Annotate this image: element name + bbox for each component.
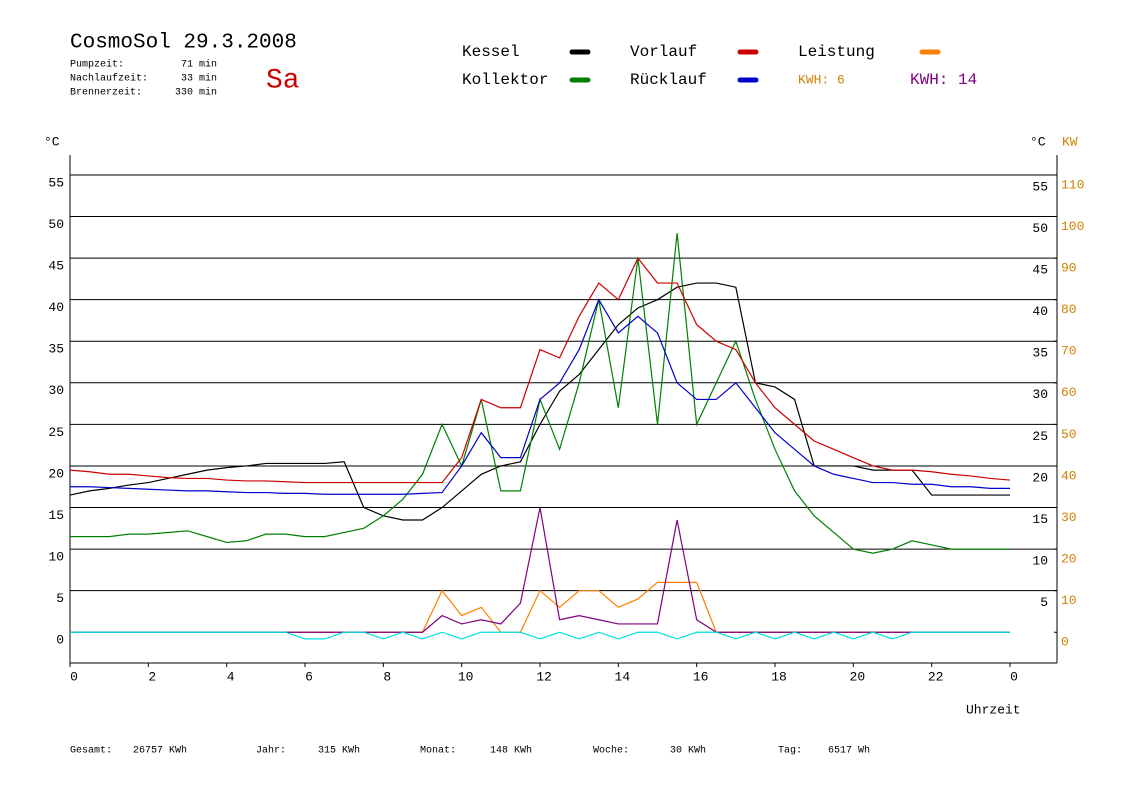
y2-tick-label: 10 <box>1061 593 1077 608</box>
stat-value: 33 min <box>181 73 217 85</box>
y-axis-label: °C <box>44 134 60 149</box>
weekday: Sa <box>266 65 300 96</box>
footer-label: Gesamt: <box>70 746 112 757</box>
footer-label: Monat: <box>420 746 456 757</box>
kwh-label: KWH: 6 <box>798 72 845 87</box>
x-tick-label: 18 <box>771 669 787 684</box>
y-tick-label: 25 <box>48 425 64 440</box>
y-right-tick-label: 15 <box>1032 512 1048 527</box>
y-right-tick-label: 10 <box>1032 554 1048 569</box>
y2-axis-label: KW <box>1062 134 1078 149</box>
x-tick-label: 20 <box>850 669 866 684</box>
series-line <box>69 256 1011 484</box>
stat-label: Pumpzeit: <box>70 59 124 71</box>
stat-value: 330 min <box>175 87 217 99</box>
stat-value: 71 min <box>181 59 217 71</box>
x-tick-label: 4 <box>227 669 235 684</box>
y-tick-label: 55 <box>48 175 64 190</box>
x-tick-label: 8 <box>383 669 391 684</box>
chart-title: CosmoSol 29.3.2008 <box>70 32 297 55</box>
y2-axis-label-celsius: °C <box>1030 134 1046 149</box>
y2-tick-label: 100 <box>1061 219 1084 234</box>
legend-label: Rücklauf <box>630 71 707 89</box>
y-tick-label: 15 <box>48 508 64 523</box>
footer-value: 148 KWh <box>490 745 532 757</box>
y-tick-label: 10 <box>48 550 64 565</box>
y2-tick-label: 70 <box>1061 344 1077 359</box>
y-tick-label: 45 <box>48 259 64 274</box>
legend-label: Vorlauf <box>630 43 697 61</box>
y2-tick-label: 90 <box>1061 261 1077 276</box>
y-right-tick-label: 40 <box>1032 304 1048 319</box>
y-right-tick-label: 30 <box>1032 387 1048 402</box>
x-tick-label: 22 <box>928 669 944 684</box>
y2-tick-label: 80 <box>1061 302 1077 317</box>
stat-label: Nachlaufzeit: <box>70 73 148 85</box>
x-tick-label: 2 <box>148 669 156 684</box>
x-tick-label: 6 <box>305 669 313 684</box>
series-line <box>70 581 1010 633</box>
y-tick-label: 0 <box>56 633 64 648</box>
y2-tick-label: 50 <box>1061 427 1077 442</box>
series-line <box>69 282 1010 521</box>
footer-value: 26757 KWh <box>133 745 187 757</box>
y-right-tick-label: 5 <box>1040 595 1048 610</box>
y-right-tick-label: 20 <box>1032 470 1048 485</box>
legend-label: Leistung <box>798 43 875 61</box>
series-line <box>70 631 1010 640</box>
y-right-tick-label: 35 <box>1032 346 1048 361</box>
y-tick-label: 50 <box>48 217 64 232</box>
y-tick-label: 20 <box>48 466 64 481</box>
legend-label: Kessel <box>462 43 520 61</box>
y2-tick-label: 30 <box>1061 510 1077 525</box>
y2-tick-label: 0 <box>1061 635 1069 650</box>
x-tick-label: 0 <box>70 669 78 684</box>
y-tick-label: 5 <box>56 591 64 606</box>
footer-label: Woche: <box>593 745 629 757</box>
series-line <box>70 298 1010 495</box>
y2-tick-label: 60 <box>1061 385 1077 400</box>
x-tick-label: 12 <box>536 669 552 684</box>
footer-value: 315 KWh <box>318 745 360 757</box>
x-tick-label: 0 <box>1010 669 1018 684</box>
y2-tick-label: 110 <box>1061 177 1084 192</box>
legend-label: KWH: 14 <box>910 71 977 89</box>
footer-value: 6517 Wh <box>828 745 870 757</box>
y-tick-label: 35 <box>48 342 64 357</box>
y2-tick-label: 20 <box>1061 552 1077 567</box>
x-tick-label: 10 <box>458 669 474 684</box>
y-right-tick-label: 45 <box>1032 263 1048 278</box>
y-tick-label: 40 <box>48 300 64 315</box>
series-line <box>70 233 1010 554</box>
stat-label: Brennerzeit: <box>70 87 142 99</box>
footer-label: Jahr: <box>256 745 286 757</box>
y-right-tick-label: 55 <box>1032 179 1048 194</box>
x-axis-label: Uhrzeit <box>966 702 1021 717</box>
legend-label: Kollektor <box>462 71 548 89</box>
y2-tick-label: 40 <box>1061 468 1077 483</box>
footer-value: 30 KWh <box>670 745 706 757</box>
x-tick-label: 16 <box>693 669 709 684</box>
y-tick-label: 30 <box>48 383 64 398</box>
y-right-tick-label: 25 <box>1032 429 1048 444</box>
x-tick-label: 14 <box>615 669 631 684</box>
y-right-tick-label: 50 <box>1032 221 1048 236</box>
footer-label: Tag: <box>778 746 802 757</box>
series-line <box>70 507 1010 633</box>
